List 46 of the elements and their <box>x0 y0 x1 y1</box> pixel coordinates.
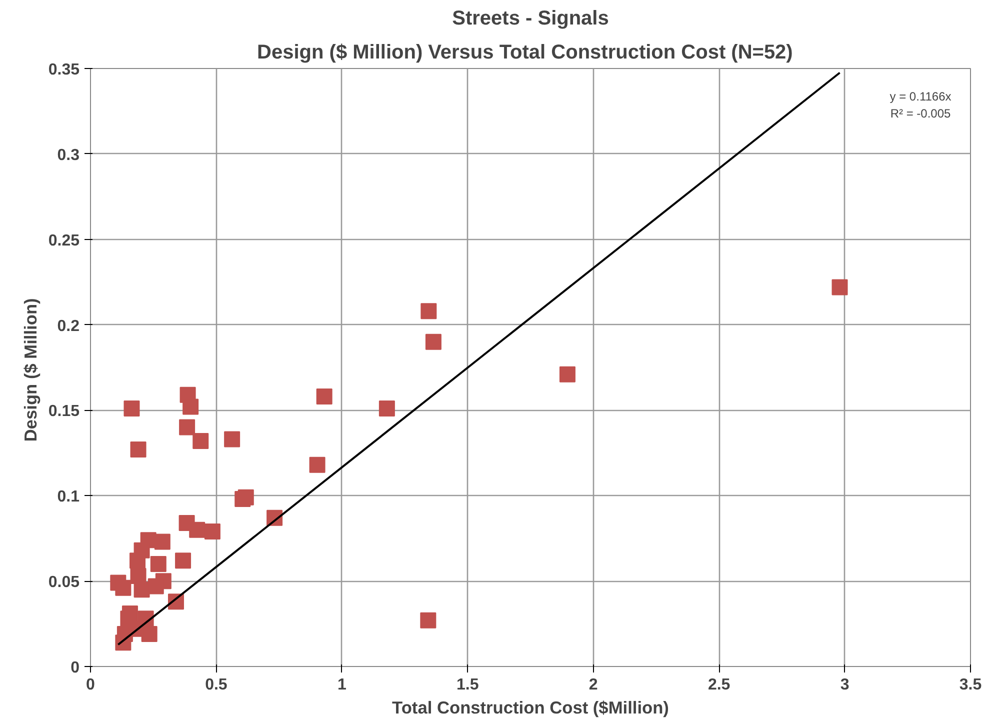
point <box>559 366 576 382</box>
x-tick-label: 2 <box>588 676 598 694</box>
point <box>148 578 164 594</box>
point <box>224 431 240 448</box>
point <box>309 456 326 473</box>
y-tick-label: 0 <box>70 660 80 676</box>
point <box>192 432 209 449</box>
point <box>115 580 132 596</box>
point <box>130 442 146 458</box>
annotation: y = 0.1166x <box>890 90 952 104</box>
point <box>832 279 848 296</box>
y-tick-label: 0.3 <box>57 146 80 164</box>
annotation: R² = -0.005 <box>890 106 952 120</box>
y-tick-label: 0.05 <box>48 574 80 592</box>
point <box>154 534 170 550</box>
x-axis-title: Total Construction Cost ($Million) <box>392 698 669 718</box>
point <box>182 398 199 415</box>
point <box>179 419 196 436</box>
point <box>134 582 150 598</box>
x-tick-label: 2.5 <box>708 676 730 694</box>
x-tick-label: 0 <box>86 676 96 694</box>
point <box>189 522 206 538</box>
x-tick-label: 3 <box>840 676 850 694</box>
point <box>124 400 140 417</box>
y-tick-label: 0.15 <box>48 403 80 420</box>
x-tick-label: 3.5 <box>959 676 982 694</box>
point <box>316 388 332 405</box>
point <box>130 552 146 569</box>
point <box>150 556 166 572</box>
point <box>204 524 220 540</box>
x-tick-label: 1.5 <box>456 676 479 694</box>
point <box>420 612 436 628</box>
chart-title: Streets - Signals <box>452 8 609 30</box>
x-tick-label: 1 <box>337 676 346 694</box>
x-tick-label: 0.5 <box>205 676 228 694</box>
y-axis-title: Design ($ Million) <box>20 298 40 442</box>
point <box>425 334 442 350</box>
point <box>420 303 437 320</box>
chart-subtitle: Design ($ Million) Versus Total Construction Cost (N=52) <box>257 42 793 64</box>
point <box>238 489 254 506</box>
y-tick-label: 0.25 <box>48 232 80 250</box>
y-tick-label: 0.35 <box>48 62 80 78</box>
point <box>378 400 395 417</box>
y-tick-label: 0.2 <box>57 318 80 335</box>
point <box>175 552 192 569</box>
y-tick-label: 0.1 <box>57 488 80 506</box>
